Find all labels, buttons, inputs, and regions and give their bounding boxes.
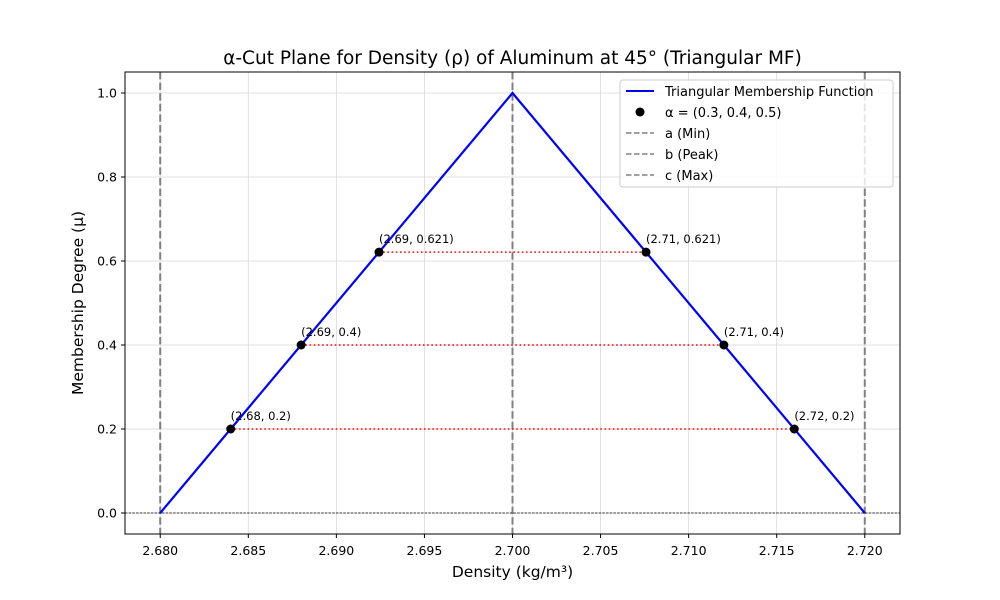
alpha-point-1	[789, 424, 799, 434]
y-tick-label-2: 0.4	[97, 338, 117, 353]
point-annotation-0: (2.68, 0.2)	[231, 409, 291, 423]
x-tick-label-0: 2.680	[142, 543, 178, 558]
point-annotation-4: (2.69, 0.621)	[379, 232, 454, 246]
legend-box	[619, 79, 894, 188]
y-tick-label-3: 0.6	[97, 254, 117, 269]
x-tick-label-2: 2.690	[318, 543, 354, 558]
x-tick-label-6: 2.710	[671, 543, 707, 558]
y-axis-ticks: 0.0 0.2 0.4 0.6 0.8 1.0	[97, 86, 125, 521]
alpha-point-0	[226, 424, 236, 434]
point-annotation-3: (2.71, 0.4)	[724, 325, 784, 339]
legend-label-b: b (Peak)	[665, 148, 718, 163]
point-annotation-2: (2.69, 0.4)	[301, 325, 361, 339]
point-annotation-5: (2.71, 0.621)	[646, 232, 721, 246]
alpha-point-5	[641, 247, 651, 257]
alpha-points	[226, 247, 799, 434]
legend: Triangular Membership Function α = (0.3,…	[619, 79, 894, 188]
legend-label-a: a (Min)	[665, 127, 710, 142]
y-tick-label-5: 1.0	[97, 86, 117, 101]
y-tick-label-1: 0.2	[97, 422, 117, 437]
y-tick-label-4: 0.8	[97, 170, 117, 185]
series-line-0	[159, 91, 866, 514]
chart-title: α-Cut Plane for Density (ρ) of Aluminum …	[223, 48, 802, 69]
alpha-cut-lines	[230, 251, 795, 430]
x-tick-label-8: 2.720	[847, 543, 883, 558]
y-axis-title: Membership Degree (μ)	[69, 211, 87, 395]
x-tick-label-3: 2.695	[407, 543, 443, 558]
legend-label-series: Triangular Membership Function	[664, 85, 874, 100]
point-annotations: (2.68, 0.2) (2.72, 0.2) (2.69, 0.4) (2.71, …	[231, 232, 855, 423]
alpha-point-3	[719, 340, 729, 350]
legend-swatch-points	[635, 107, 645, 117]
legend-label-c: c (Max)	[665, 169, 713, 184]
y-tick-label-0: 0.0	[97, 506, 117, 521]
membership-series	[159, 91, 866, 514]
x-tick-label-4: 2.700	[495, 543, 531, 558]
alpha-point-4	[374, 247, 384, 257]
x-axis-title: Density (kg/m³)	[452, 563, 573, 581]
x-axis-ticks: 2.680 2.685 2.690 2.695 2.700 2.705 2.710 2.715…	[142, 534, 883, 558]
alpha-point-2	[296, 340, 306, 350]
x-tick-label-5: 2.705	[583, 543, 619, 558]
point-annotation-1: (2.72, 0.2)	[794, 409, 854, 423]
x-tick-label-1: 2.685	[230, 543, 266, 558]
legend-label-points: α = (0.3, 0.4, 0.5)	[665, 106, 781, 121]
x-tick-label-7: 2.715	[759, 543, 795, 558]
